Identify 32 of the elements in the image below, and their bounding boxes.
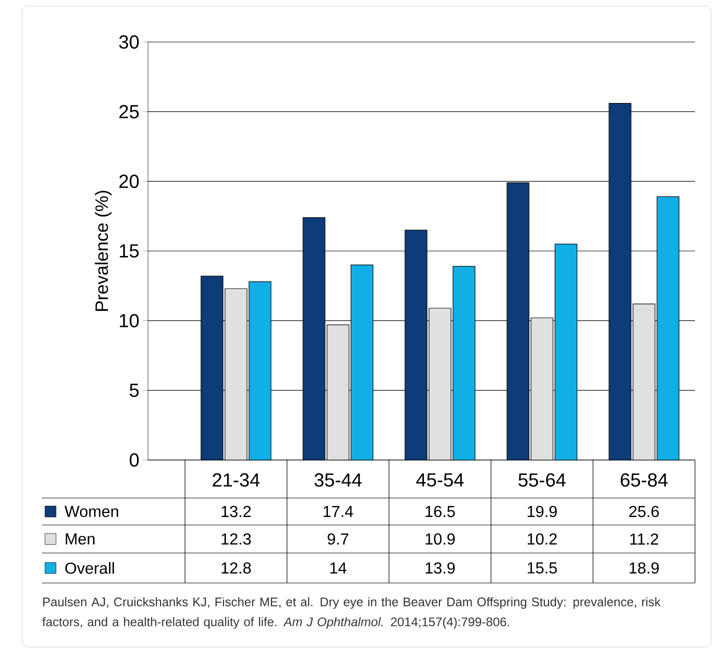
data-label: 12.3 [222, 533, 251, 545]
x-tick-label: 55-64 [518, 473, 566, 487]
data-label: 10.2 [528, 533, 557, 545]
legend-label: Women [64, 506, 118, 518]
data-label: 15.5 [528, 562, 557, 574]
legend-label: Overall [65, 562, 114, 574]
text: Paulsen AJ, Cruickshanks KJ, Fischer ME, et al. Dry eye in the Beaver Dam Offspring Study: prevalence, risk factors, and a health-related quality of life. Am J Ophthalmol. 2014;157(4):799-806. [42, 597, 661, 629]
x-tick-label: 21-34 [212, 473, 260, 487]
x-tick-label: 35-44 [314, 473, 362, 487]
data-label: 17.4 [324, 506, 354, 517]
data-label: 18.9 [630, 562, 659, 574]
data-label: 13.9 [426, 562, 455, 574]
y-tick-label: 20 [119, 174, 139, 188]
y-tick-label: 0 [130, 453, 139, 467]
y-tick-label: 15 [120, 244, 139, 258]
data-label: 11.2 [630, 533, 658, 545]
data-label: 14 [330, 562, 346, 574]
y-axis-title: Prevalence (%) [94, 190, 112, 311]
y-tick-label: 5 [130, 384, 139, 397]
data-label: 19.9 [528, 506, 557, 518]
data-label: 9.7 [328, 533, 348, 545]
legend-label: Men [66, 533, 94, 545]
data-label: 16.5 [426, 506, 455, 518]
data-label: 13.2 [222, 506, 251, 518]
data-label: 25.6 [629, 506, 659, 518]
x-tick-label: 45-54 [416, 473, 464, 487]
data-label: 10.9 [426, 533, 455, 545]
y-tick-label: 30 [119, 35, 139, 49]
data-label: 12.8 [222, 562, 251, 574]
y-tick-label: 10 [120, 314, 139, 328]
y-tick-label: 25 [119, 104, 139, 118]
x-tick-label: 65-84 [620, 473, 668, 487]
